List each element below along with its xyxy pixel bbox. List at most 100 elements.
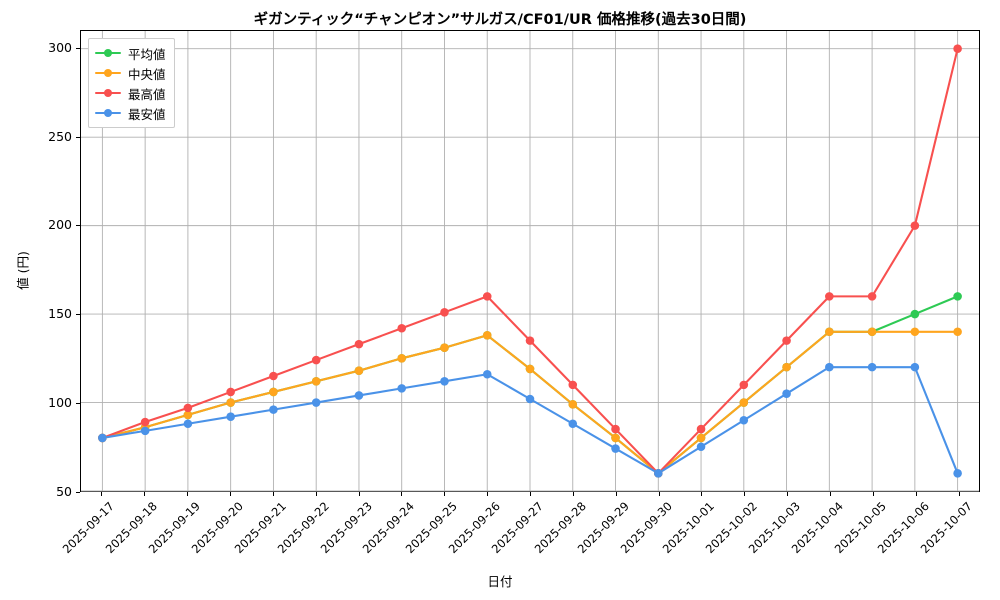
x-tick-mark [230,492,231,496]
data-point-marker [867,362,877,372]
data-point-marker [611,433,620,443]
data-point-marker [183,419,193,429]
data-point-marker [140,426,150,436]
x-tick-mark [658,492,660,496]
data-point-marker [825,362,834,372]
y-tick-mark [76,492,80,493]
legend-label: 中央値 [128,66,166,82]
data-point-marker [782,389,791,398]
legend-marker-icon [95,86,121,100]
legend-item-3[interactable]: 最高値 [95,84,166,102]
legend-marker-icon [95,106,121,120]
x-tick-mark [144,492,146,496]
data-point-marker [354,391,364,400]
y-tick-mark [76,314,80,316]
y-tick-label: 200 [48,217,72,233]
x-tick-mark [401,492,403,496]
data-point-marker [653,469,663,478]
x-tick-mark [530,492,531,496]
data-point-marker [867,292,877,301]
data-point-marker [183,410,193,420]
data-point-marker [311,398,321,407]
series-line [101,295,959,475]
data-point-marker [953,44,962,53]
data-point-marker [440,308,449,317]
data-point-marker [739,415,749,425]
data-point-marker [525,394,535,404]
y-tick-label: 150 [48,306,72,322]
data-point-marker [739,398,749,407]
data-point-marker [269,405,278,414]
data-point-marker [568,380,578,390]
data-point-marker [269,371,278,381]
legend-item-2[interactable]: 中央値 [95,64,166,82]
x-tick-mark [872,492,874,496]
data-point-marker [568,419,578,429]
y-tick-mark [76,225,80,227]
legend-marker-icon [95,46,121,60]
y-tick-mark [76,403,80,405]
x-tick-mark [487,492,489,496]
data-point-marker [397,354,407,363]
data-point-marker [183,403,193,413]
chart-legend: 平均値中央値最高値最安値 [88,38,175,128]
data-point-marker [739,380,749,390]
data-point-marker [782,362,791,372]
plot-area [80,30,980,492]
data-point-marker [525,336,535,345]
data-point-marker [397,384,407,393]
data-point-marker [269,387,278,397]
data-point-marker [568,400,578,409]
data-point-marker [311,377,321,386]
legend-label: 最高値 [128,86,166,102]
x-tick-mark [958,492,960,496]
data-point-marker [397,323,407,333]
x-tick-mark [315,492,317,496]
legend-item-4[interactable]: 最安値 [95,104,166,122]
data-point-marker [226,387,235,397]
data-point-marker [440,377,449,386]
data-point-marker [953,469,962,478]
legend-item-1[interactable]: 平均値 [95,44,166,62]
data-point-marker [696,442,706,452]
data-point-marker [140,417,150,427]
x-axis-title: 日付 [487,574,513,589]
y-tick-mark [76,136,80,138]
data-point-marker [440,343,449,352]
data-series-layer [98,44,962,478]
data-point-marker [611,424,620,434]
data-point-marker [696,433,706,443]
data-point-marker [953,327,962,337]
data-point-marker [910,309,920,319]
data-point-marker [482,331,492,340]
x-tick-mark [187,492,189,496]
data-point-marker [354,339,364,349]
x-tick-mark [915,492,917,496]
data-point-marker [696,424,706,434]
data-point-marker [482,292,492,301]
data-point-marker [910,362,920,372]
data-point-marker [354,366,364,375]
data-point-marker [825,292,834,301]
data-point-marker [311,355,321,365]
series-line [101,47,959,475]
x-tick-mark [444,492,446,496]
y-tick-label: 250 [48,128,72,144]
legend-label: 最安値 [128,106,166,122]
y-tick-mark [76,47,80,49]
x-tick-mark [615,492,617,496]
x-tick-mark [272,492,274,496]
x-tick-mark [572,492,574,496]
data-point-marker [611,444,620,453]
data-point-marker [98,433,107,443]
x-tick-mark [744,492,746,496]
data-point-marker [825,327,834,337]
data-point-marker [226,412,235,421]
data-point-marker [910,327,920,337]
legend-label: 平均値 [128,46,166,62]
x-tick-mark [787,492,789,496]
x-tick-mark [358,492,360,496]
data-point-marker [525,364,535,374]
data-point-marker [226,398,235,407]
